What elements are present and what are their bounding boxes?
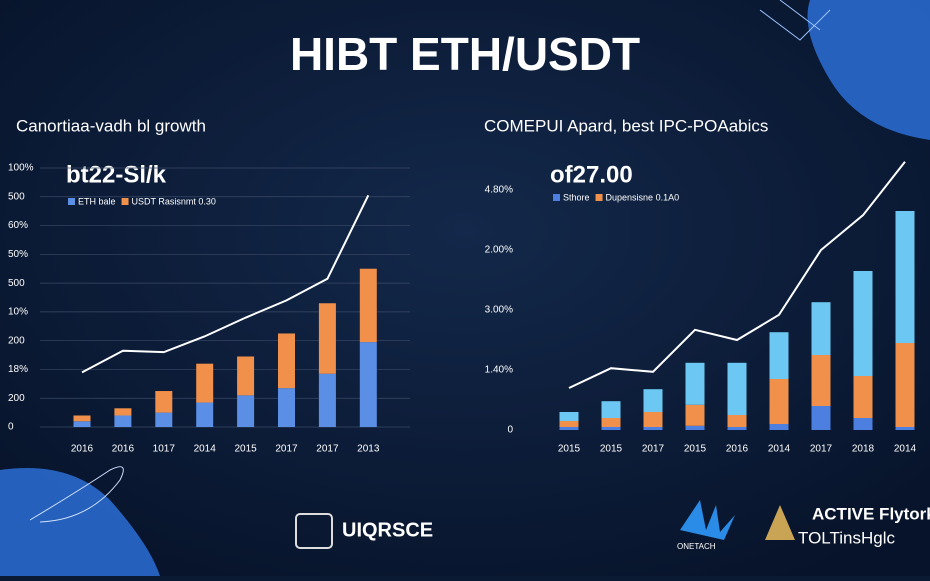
y-tick-label: 4.80%	[485, 185, 513, 196]
bar	[237, 395, 254, 427]
y-tick-label: 2.00%	[485, 245, 513, 256]
bar	[278, 388, 295, 427]
bar	[114, 415, 131, 427]
bar	[74, 415, 91, 421]
bar	[196, 403, 213, 427]
bar	[686, 405, 705, 426]
x-tick-label: 2016	[726, 444, 749, 455]
x-tick-label: 2015	[558, 444, 581, 455]
x-tick-label: 2013	[357, 444, 380, 455]
bar	[728, 415, 747, 427]
logo-text: UIQRSCE	[342, 519, 433, 541]
bar	[644, 427, 663, 430]
bar	[728, 363, 747, 415]
x-tick-label: 2014	[768, 444, 791, 455]
bar	[114, 408, 131, 415]
y-tick-label: 60%	[8, 220, 28, 231]
x-tick-label: 2016	[112, 444, 135, 455]
y-tick-label: 500	[8, 278, 25, 289]
bar	[560, 421, 579, 427]
bar	[686, 426, 705, 430]
bar	[560, 412, 579, 421]
bar	[155, 413, 172, 427]
y-tick-label: 50%	[8, 249, 28, 260]
bar	[74, 421, 91, 427]
bar	[196, 364, 213, 403]
x-tick-label: 2017	[275, 444, 298, 455]
bar	[155, 391, 172, 413]
x-tick-label: 2015	[234, 444, 257, 455]
chart-title: Canortiaa-vadh bl growth	[16, 116, 206, 135]
y-tick-label: 3.00%	[485, 305, 513, 316]
x-tick-label: 2014	[194, 444, 217, 455]
legend-swatch	[553, 194, 560, 201]
x-tick-label: 2014	[894, 444, 917, 455]
bar	[360, 342, 377, 427]
y-tick-label: 10%	[8, 307, 28, 318]
legend-swatch	[122, 198, 129, 205]
logo-text: TOLTinsHglc	[798, 528, 895, 547]
bar	[770, 332, 789, 379]
bar	[237, 356, 254, 395]
bar	[602, 418, 621, 427]
legend-label: ETH bale	[78, 196, 116, 206]
bar	[854, 271, 873, 376]
x-tick-label: 2015	[684, 444, 707, 455]
y-tick-label: 100%	[8, 163, 34, 174]
logo-text: ACTIVE Flytork	[812, 504, 930, 523]
x-tick-label: 2017	[316, 444, 339, 455]
legend-swatch	[596, 194, 603, 201]
bar	[896, 427, 915, 430]
legend-label: Sthore	[563, 192, 590, 202]
x-tick-label: 2017	[810, 444, 833, 455]
bar	[854, 376, 873, 418]
bar	[812, 302, 831, 355]
y-tick-label: 500	[8, 191, 25, 202]
bar	[319, 374, 336, 427]
x-tick-label: 2016	[71, 444, 94, 455]
y-tick-label: 18%	[8, 364, 28, 375]
logo-text: ONETACH	[677, 542, 716, 551]
chart-subtitle: of27.00	[550, 161, 633, 188]
bar	[896, 211, 915, 343]
bar	[360, 269, 377, 342]
y-tick-label: 200	[8, 393, 25, 404]
bar	[278, 333, 295, 388]
y-tick-label: 0	[507, 425, 513, 436]
y-tick-label: 0	[8, 422, 14, 433]
x-tick-label: 2017	[642, 444, 665, 455]
main-title: HIBT ETH/USDT	[290, 28, 640, 80]
y-tick-label: 200	[8, 335, 25, 346]
legend-label: Dupensisne 0.1A0	[606, 192, 680, 202]
legend-swatch	[68, 198, 75, 205]
bar	[319, 303, 336, 374]
bar	[560, 427, 579, 430]
bar	[644, 412, 663, 427]
bar	[602, 401, 621, 418]
bar	[770, 424, 789, 430]
bar	[812, 355, 831, 406]
x-tick-label: 2018	[852, 444, 875, 455]
y-tick-label: 1.40%	[485, 365, 513, 376]
bar	[602, 427, 621, 430]
bar	[728, 427, 747, 430]
chart-title: COMEPUI Apard, best IPC-POAabics	[484, 116, 768, 135]
chart-subtitle: bt22-Sl/k	[66, 161, 167, 188]
x-tick-label: 1017	[153, 444, 176, 455]
bar	[896, 343, 915, 427]
legend-label: USDT Rasisnmt 0.30	[132, 196, 216, 206]
bar	[644, 389, 663, 412]
bar	[770, 379, 789, 424]
bar	[686, 363, 705, 405]
x-tick-label: 2015	[600, 444, 623, 455]
bar	[854, 418, 873, 430]
bar	[812, 406, 831, 430]
